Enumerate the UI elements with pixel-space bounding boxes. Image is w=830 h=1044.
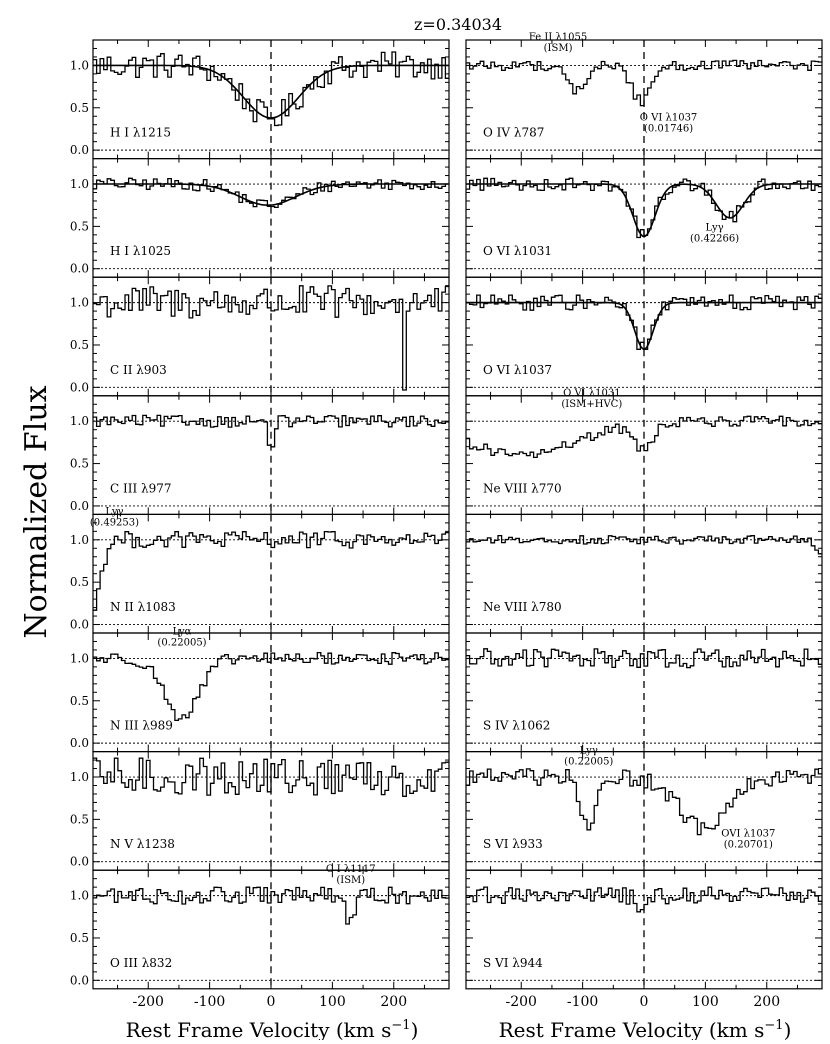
feature-annotation: C I λ1117 bbox=[326, 864, 376, 875]
y-tick-label: 1.0 bbox=[70, 414, 89, 428]
y-tick-label: 0.0 bbox=[70, 262, 89, 276]
x-tick-label: -200 bbox=[133, 994, 164, 1010]
x-tick-label: 0 bbox=[267, 994, 276, 1010]
y-tick-label: 1.0 bbox=[70, 533, 89, 547]
ion-label: Ne VIII λ770 bbox=[483, 481, 562, 495]
ion-label: N III λ989 bbox=[110, 719, 173, 733]
feature-annotation: (0.22005) bbox=[564, 756, 613, 767]
ion-label: O III λ832 bbox=[110, 956, 172, 970]
y-tick-label: 0.5 bbox=[70, 575, 89, 589]
feature-annotation: OVI λ1037 bbox=[721, 828, 775, 839]
y-tick-label: 0.0 bbox=[70, 736, 89, 750]
y-axis-label: Normalized Flux bbox=[19, 385, 54, 638]
y-tick-label: 0.5 bbox=[70, 101, 89, 115]
spectrum-panel: 0.0 0.5 1.0 C II λ903 bbox=[70, 276, 450, 397]
ion-label: S VI λ944 bbox=[483, 956, 543, 970]
y-tick-label: 0.5 bbox=[70, 694, 89, 708]
x-tick-label: 200 bbox=[380, 994, 407, 1010]
feature-annotation: Lyγ bbox=[105, 506, 123, 517]
spectrum-panel: S IV λ1062 bbox=[465, 632, 823, 753]
ion-label: Ne VIII λ780 bbox=[483, 600, 562, 614]
profile-fit bbox=[466, 301, 822, 350]
y-tick-label: 0.0 bbox=[70, 380, 89, 394]
spectrum-trace bbox=[93, 530, 449, 611]
feature-annotation: O VI λ1037 bbox=[640, 112, 698, 123]
feature-annotation: (0.42266) bbox=[690, 234, 739, 245]
spectrum-panel: Ne VIII λ780 bbox=[465, 513, 823, 634]
y-tick-label: 0.0 bbox=[70, 618, 89, 632]
spectrum-panel: Ne VIII λ770 O VI λ1031(ISM+HVC) bbox=[465, 388, 823, 515]
ion-label: H I λ1215 bbox=[110, 126, 171, 140]
feature-annotation: (ISM) bbox=[544, 43, 573, 54]
y-tick-label: 1.0 bbox=[70, 770, 89, 784]
feature-annotation: Lyα bbox=[173, 627, 192, 638]
y-tick-label: 0.0 bbox=[70, 973, 89, 987]
feature-annotation: Lyγ bbox=[706, 223, 724, 234]
spectrum-panel: O IV λ787 Fe II λ1055(ISM) O VI λ1037(0.01… bbox=[465, 32, 823, 160]
x-tick-label: -200 bbox=[506, 994, 537, 1010]
ion-label: O IV λ787 bbox=[483, 126, 544, 140]
spectrum-trace bbox=[93, 285, 449, 391]
y-tick-label: 1.0 bbox=[70, 58, 89, 72]
feature-annotation: (0.22005) bbox=[157, 638, 206, 649]
ion-label: O VI λ1031 bbox=[483, 244, 552, 258]
y-tick-label: 1.0 bbox=[70, 296, 89, 310]
ion-label: C III λ977 bbox=[110, 481, 172, 495]
y-tick-label: 0.5 bbox=[70, 812, 89, 826]
ion-label: H I λ1025 bbox=[110, 244, 171, 258]
spectrum-panel: 0.0 0.5 1.0 N II λ1083 Lyγ(0.49253) bbox=[70, 506, 450, 634]
y-tick-label: 0.5 bbox=[70, 457, 89, 471]
ion-label: S VI λ933 bbox=[483, 837, 543, 851]
y-tick-label: 1.0 bbox=[70, 177, 89, 191]
feature-annotation: (0.20701) bbox=[724, 839, 773, 850]
x-tick-label: 100 bbox=[692, 994, 719, 1010]
y-tick-label: 0.0 bbox=[70, 499, 89, 513]
spectrum-panel: O VI λ1031 Lyγ(0.42266) bbox=[465, 158, 823, 278]
spectrum-panel: 0.0 0.5 1.0 C III λ977 bbox=[70, 395, 450, 515]
ion-label: N II λ1083 bbox=[110, 600, 176, 614]
ion-label: C II λ903 bbox=[110, 363, 167, 377]
spectrum-panel: O VI λ1037 bbox=[465, 276, 823, 397]
spectrum-panel: 0.0 0.5 1.0 -200 -100 0 100 200 O III λ832 C I λ1… bbox=[70, 864, 450, 1010]
y-tick-label: 0.5 bbox=[70, 219, 89, 233]
x-axis-label-left: Rest Frame Velocity (km s−1) bbox=[126, 1018, 419, 1040]
x-tick-label: -100 bbox=[194, 994, 225, 1010]
x-tick-label: 200 bbox=[753, 994, 780, 1010]
spectrum-panel: S VI λ933 Lyγ(0.22005) OVI λ1037(0.20701) bbox=[465, 745, 823, 871]
feature-annotation: (0.01746) bbox=[644, 123, 693, 134]
ion-label: O VI λ1037 bbox=[483, 363, 552, 377]
y-tick-label: 1.0 bbox=[70, 889, 89, 903]
spectrum-panel: 0.0 0.5 1.0 H I λ1025 bbox=[70, 158, 450, 278]
figure-title: z=0.34034 bbox=[414, 15, 502, 34]
feature-annotation: (ISM) bbox=[336, 875, 365, 886]
profile-fit bbox=[93, 183, 449, 207]
feature-annotation: O VI λ1031 bbox=[563, 388, 621, 399]
feature-annotation: (ISM+HVC) bbox=[561, 399, 622, 410]
feature-annotation: Lyγ bbox=[580, 745, 598, 756]
ion-label: S IV λ1062 bbox=[483, 719, 550, 733]
spectrum-panel: 0.0 0.5 1.0 N III λ989 Lyα(0.22005) bbox=[70, 627, 450, 753]
ion-label: N V λ1238 bbox=[110, 837, 175, 851]
x-tick-label: 0 bbox=[640, 994, 649, 1010]
x-tick-label: -100 bbox=[567, 994, 598, 1010]
x-tick-label: 100 bbox=[319, 994, 346, 1010]
y-tick-label: 0.5 bbox=[70, 338, 89, 352]
spectrum-panel: 0.0 0.5 1.0 H I λ1215 bbox=[70, 39, 450, 160]
spectrum-panel: 0.0 0.5 1.0 N V λ1238 bbox=[70, 750, 450, 871]
y-tick-label: 0.0 bbox=[70, 143, 89, 157]
feature-annotation: Fe II λ1055 bbox=[529, 32, 587, 43]
spectrum-trace bbox=[93, 177, 449, 209]
y-tick-label: 1.0 bbox=[70, 651, 89, 665]
y-tick-label: 0.0 bbox=[70, 855, 89, 869]
x-axis-label-right: Rest Frame Velocity (km s−1) bbox=[499, 1018, 792, 1040]
spectrum-trace bbox=[466, 534, 822, 555]
spectrum-trace bbox=[93, 886, 449, 925]
feature-annotation: (0.49253) bbox=[90, 517, 139, 528]
spectrum-panel: -200 -100 0 100 200 S VI λ944 bbox=[465, 869, 823, 1010]
y-tick-label: 0.5 bbox=[70, 931, 89, 945]
